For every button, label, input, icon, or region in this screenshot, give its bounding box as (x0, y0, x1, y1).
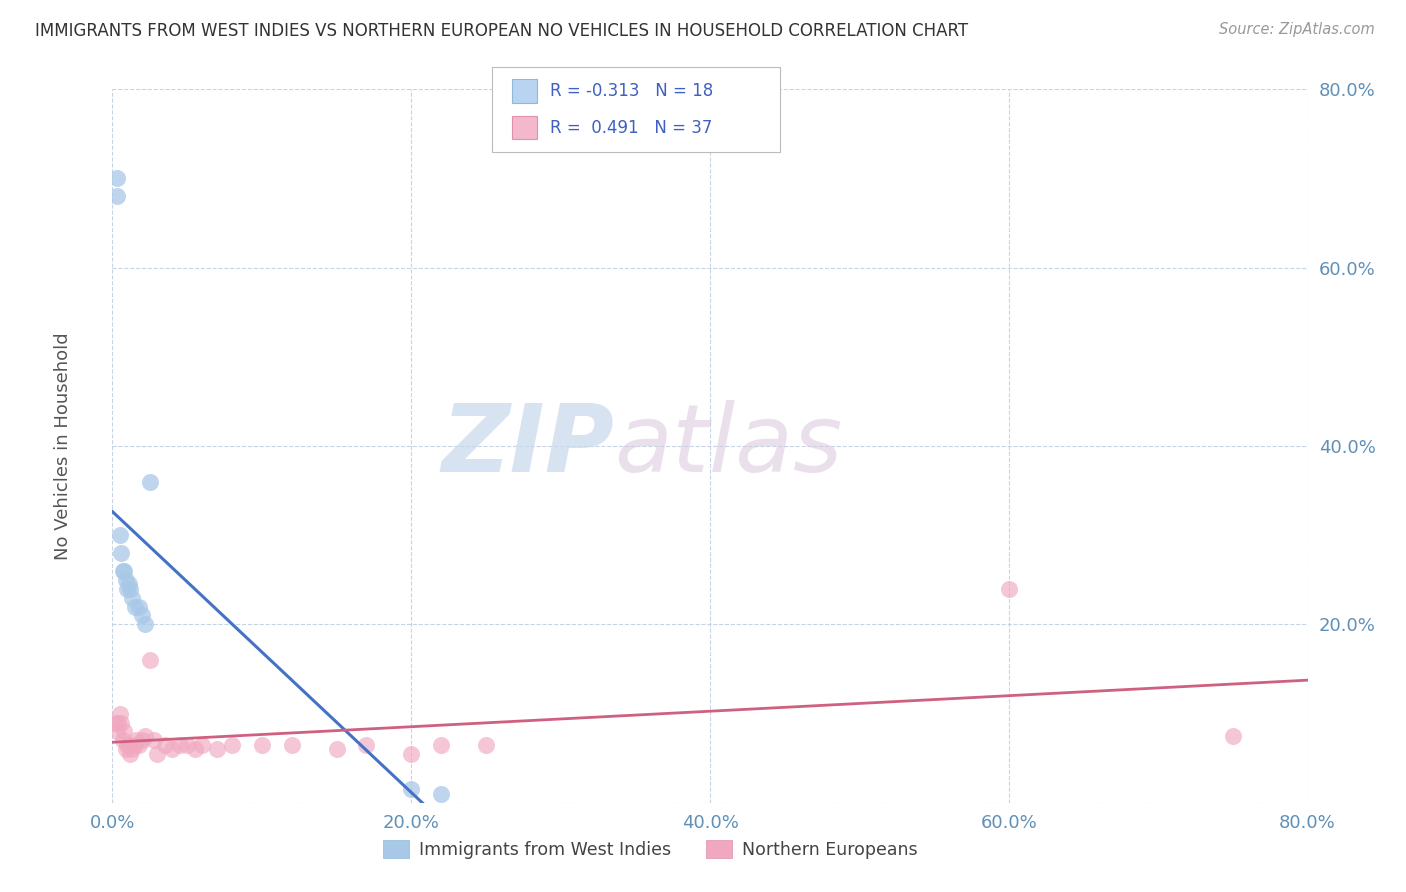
Point (108, 706, 131, 721)
Point (117, 582, 139, 596)
Point (176, 738, 198, 752)
Point (125, 733, 148, 747)
Point (128, 738, 150, 752)
Point (401, 782, 423, 797)
Point (121, 742, 143, 756)
Point (250, 738, 273, 752)
Point (281, 738, 304, 752)
Point (111, 733, 134, 747)
Point (325, 742, 347, 756)
Point (110, 715, 132, 730)
Point (120, 582, 142, 596)
Point (115, 742, 138, 756)
Text: IMMIGRANTS FROM WEST INDIES VS NORTHERN EUROPEAN NO VEHICLES IN HOUSEHOLD CORREL: IMMIGRANTS FROM WEST INDIES VS NORTHERN … (35, 22, 969, 40)
Point (124, 738, 146, 752)
Point (139, 475, 162, 489)
Point (169, 738, 191, 752)
Text: R =  0.491   N = 37: R = 0.491 N = 37 (550, 119, 711, 136)
Point (114, 724, 135, 739)
Legend: Immigrants from West Indies, Northern Europeans: Immigrants from West Indies, Northern Eu… (375, 833, 925, 865)
Point (401, 747, 423, 761)
Point (143, 733, 166, 747)
Point (118, 738, 141, 752)
Point (205, 742, 228, 756)
Point (1222, 729, 1244, 743)
Point (110, 546, 132, 560)
Point (191, 738, 214, 752)
Point (134, 617, 156, 632)
Point (998, 582, 1021, 596)
Point (134, 729, 156, 743)
Text: No Vehicles in Household: No Vehicles in Household (55, 332, 72, 560)
Point (221, 738, 243, 752)
Point (430, 738, 453, 752)
Point (104, 715, 127, 730)
Point (107, 715, 129, 730)
Point (139, 653, 162, 667)
Point (108, 528, 131, 542)
Text: ZIP: ZIP (441, 400, 614, 492)
Point (131, 608, 153, 623)
Point (128, 599, 150, 614)
Point (356, 738, 378, 752)
Point (114, 564, 135, 578)
Point (162, 742, 183, 756)
Point (183, 742, 205, 756)
Text: R = -0.313   N = 18: R = -0.313 N = 18 (550, 82, 713, 100)
Point (105, 171, 128, 186)
Point (105, 724, 128, 739)
Point (475, 738, 498, 752)
Point (117, 738, 139, 752)
Point (120, 747, 142, 761)
Text: Source: ZipAtlas.com: Source: ZipAtlas.com (1219, 22, 1375, 37)
Point (118, 577, 141, 591)
Point (146, 747, 169, 761)
Point (124, 599, 146, 614)
Point (115, 573, 138, 587)
Point (430, 787, 453, 801)
Point (105, 189, 128, 203)
Text: atlas: atlas (614, 401, 842, 491)
Point (153, 738, 176, 752)
Point (131, 733, 153, 747)
Point (121, 591, 143, 605)
Point (111, 564, 134, 578)
